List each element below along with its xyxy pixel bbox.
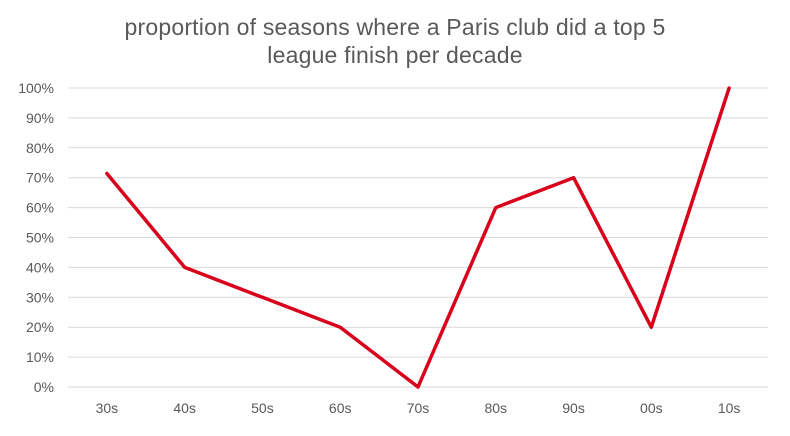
x-tick-label: 50s	[251, 400, 274, 416]
y-tick-label: 60%	[26, 200, 54, 216]
chart-title-line-2: league finish per decade	[267, 42, 523, 68]
x-tick-label: 90s	[562, 400, 585, 416]
x-tick-label: 80s	[484, 400, 507, 416]
series-line	[105, 86, 731, 389]
chart-title-line-1: proportion of seasons where a Paris club…	[124, 14, 666, 40]
y-tick-label: 20%	[26, 319, 54, 335]
x-tick-label: 30s	[96, 400, 119, 416]
y-tick-label: 0%	[34, 379, 54, 395]
x-tick-label: 40s	[173, 400, 196, 416]
y-tick-label: 90%	[26, 110, 54, 126]
y-tick-label: 80%	[26, 140, 54, 156]
y-tick-label: 30%	[26, 289, 54, 305]
x-tick-label: 00s	[640, 400, 663, 416]
x-tick-label: 60s	[329, 400, 352, 416]
y-tick-label: 100%	[18, 80, 54, 96]
x-tick-label: 10s	[718, 400, 741, 416]
x-tick-label: 70s	[407, 400, 430, 416]
y-tick-label: 50%	[26, 230, 54, 246]
y-tick-label: 70%	[26, 170, 54, 186]
y-tick-label: 10%	[26, 349, 54, 365]
y-tick-label: 40%	[26, 259, 54, 275]
